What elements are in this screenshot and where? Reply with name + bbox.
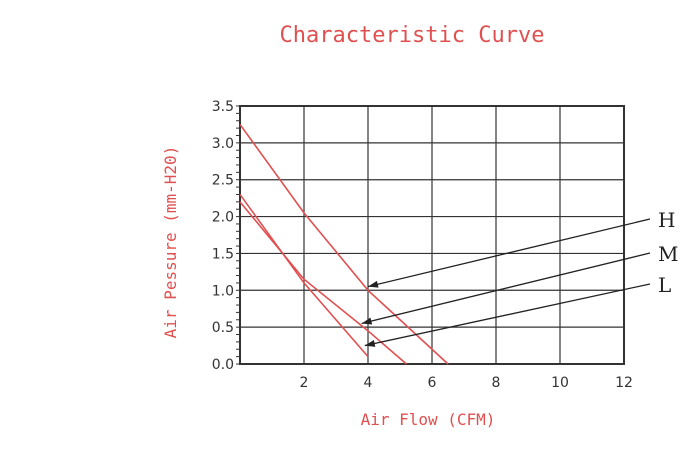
ticks: 2 4 6 8 10 12 0.0 0.5 1.0 1.5 2.0 2.5 3.0 3.5	[212, 99, 633, 391]
y-tick-label: 0.5	[212, 320, 234, 336]
series-line-l	[239, 193, 369, 358]
chart-title: Characteristic Curve	[280, 23, 545, 48]
x-tick-label: 6	[428, 375, 437, 391]
x-tick-label: 12	[615, 375, 633, 391]
y-tick-label: 3.0	[212, 136, 234, 152]
x-tick-label: 10	[551, 375, 569, 391]
series-label-h: H	[658, 208, 675, 232]
series-label-l: L	[658, 273, 671, 297]
series-line-m	[239, 201, 407, 365]
arrows: HML	[361, 208, 678, 347]
y-tick-label: 3.5	[212, 99, 234, 115]
x-axis-label: Air Flow (CFM)	[361, 410, 496, 429]
y-tick-label: 2.0	[212, 210, 234, 226]
grid	[236, 105, 625, 365]
annotation-arrowhead-l	[364, 340, 376, 347]
x-tick-label: 8	[492, 375, 501, 391]
y-tick-label: 1.5	[212, 246, 234, 262]
annotation-arrowhead-m	[361, 317, 373, 325]
x-tick-label: 2	[300, 375, 309, 391]
y-tick-label: 2.5	[212, 173, 234, 189]
annotation-line-h	[367, 218, 651, 288]
series-label-m: M	[658, 242, 678, 266]
y-tick-label: 0.0	[212, 357, 234, 373]
plot-frame	[239, 105, 625, 365]
annotation-line-l	[364, 283, 651, 347]
series-line-h	[239, 123, 449, 365]
annotation-line-m	[361, 252, 651, 325]
x-tick-label: 4	[364, 375, 373, 391]
annotation-arrowhead-h	[368, 280, 379, 288]
curves	[239, 123, 449, 365]
y-axis-label: Air Pessure (mm-H20)	[161, 146, 180, 339]
y-tick-label: 1.0	[212, 283, 234, 299]
